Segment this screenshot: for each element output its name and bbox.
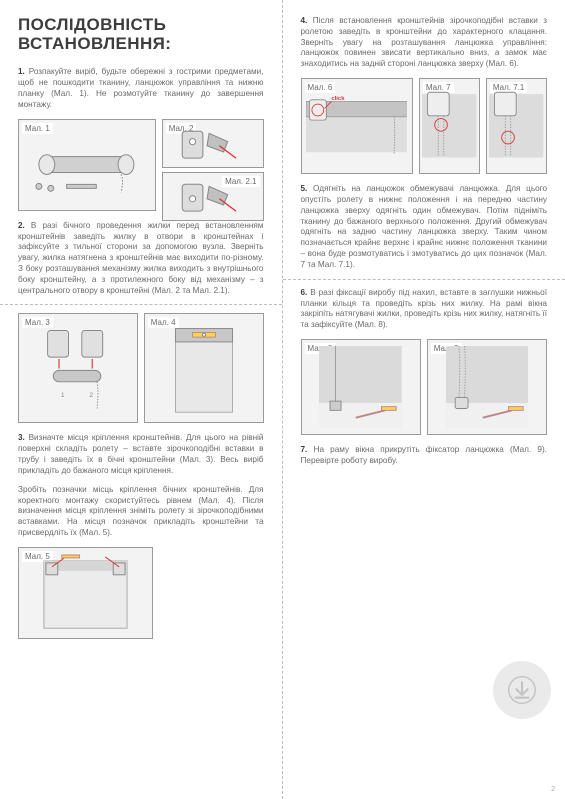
fig-row-1-2: Мал. 1 Мал. 2 xyxy=(18,119,264,221)
click-label: click xyxy=(331,96,345,102)
step-2-text: 2. В разі бічного проведення жилки перед… xyxy=(18,221,264,297)
step-4-body: Після встановлення кронштейнів зірочкопо… xyxy=(301,16,548,68)
figure-6-illustration: click xyxy=(302,79,412,173)
divider-right xyxy=(283,279,565,280)
watermark-icon xyxy=(493,661,551,719)
page-number: 2 xyxy=(551,786,555,793)
right-column: 4. Після встановлення кронштейнів зірочк… xyxy=(283,0,565,799)
step-5-number: 5. xyxy=(301,184,308,193)
divider-left xyxy=(0,304,282,305)
figure-8: Мал. 8 xyxy=(301,339,421,435)
step-3a-text: 3. Визначте місця кріплення кронштейнів.… xyxy=(18,433,264,476)
figure-5: Мал. 5 xyxy=(18,547,153,639)
fig-row-3-4: Мал. 3 1 2 Мал. 4 xyxy=(18,313,264,433)
figure-2: Мал. 2 xyxy=(162,119,264,168)
figure-2-illustration xyxy=(163,120,263,167)
step-7-number: 7. xyxy=(301,445,308,454)
page: ПОСЛІДОВНІСТЬ ВСТАНОВЛЕННЯ: 1. Розпакуйт… xyxy=(0,0,565,799)
left-column: ПОСЛІДОВНІСТЬ ВСТАНОВЛЕННЯ: 1. Розпакуйт… xyxy=(0,0,283,799)
figure-1-illustration xyxy=(19,120,155,210)
figure-6: Мал. 6 click xyxy=(301,78,413,174)
figure-7-1-illustration xyxy=(487,79,546,173)
figure-5-illustration xyxy=(19,548,152,638)
figure-2-1: Мал. 2.1 xyxy=(162,172,264,221)
figure-3: Мал. 3 1 2 xyxy=(18,313,138,423)
step-4-number: 4. xyxy=(301,16,308,25)
step-1-number: 1. xyxy=(18,67,25,76)
figure-9: Мал. 9 xyxy=(427,339,547,435)
step-6-text: 6. В разі фіксації виробу під нахил, вст… xyxy=(301,288,548,331)
step-6-number: 6. xyxy=(301,288,308,297)
figure-3-illustration: 1 2 xyxy=(19,314,137,422)
step-3b-text: Зробіть позначки місць кріплення бічних … xyxy=(18,485,264,539)
step-7-body: На раму вікна прикрутіть фіксатор ланцюж… xyxy=(301,445,547,465)
step-3-number: 3. xyxy=(18,433,25,442)
figure-7: Мал. 7 xyxy=(419,78,480,174)
step-2-number: 2. xyxy=(18,221,25,230)
step-1-text: 1. Розпакуйте виріб, будьте обережні з г… xyxy=(18,67,264,110)
figure-9-illustration xyxy=(428,340,546,434)
step-5-text: 5. Одягніть на ланцюжок обмежувачі ланцю… xyxy=(301,184,548,271)
step-7-text: 7. На раму вікна прикрутіть фіксатор лан… xyxy=(301,445,548,467)
figure-7-1: Мал. 7.1 xyxy=(486,78,547,174)
step-6-body: В разі фіксації виробу під нахил, вставт… xyxy=(301,288,548,329)
figure-7-illustration xyxy=(420,79,479,173)
figure-2-stack: Мал. 2 Мал. 2.1 xyxy=(162,119,264,221)
figure-1: Мал. 1 xyxy=(18,119,156,211)
step-2-body: В разі бічного проведення жилки перед вс… xyxy=(18,221,264,295)
fig-row-8-9: Мал. 8 Мал. 9 xyxy=(301,339,548,445)
page-title: ПОСЛІДОВНІСТЬ ВСТАНОВЛЕННЯ: xyxy=(18,16,264,53)
svg-text:1: 1 xyxy=(61,392,65,399)
figure-8-illustration xyxy=(302,340,420,434)
fig-row-6-7: Мал. 6 click Мал. 7 xyxy=(301,78,548,184)
step-4-text: 4. Після встановлення кронштейнів зірочк… xyxy=(301,16,548,70)
step-3a-body: Визначте місця кріплення кронштейнів. Дл… xyxy=(18,433,264,474)
step-3b-body: Зробіть позначки місць кріплення бічних … xyxy=(18,485,264,537)
step-1-body: Розпакуйте виріб, будьте обережні з гост… xyxy=(18,67,264,108)
svg-text:2: 2 xyxy=(89,392,93,399)
figure-4: Мал. 4 xyxy=(144,313,264,423)
figure-2-1-illustration xyxy=(163,173,263,220)
figure-4-illustration xyxy=(145,314,263,422)
step-5-body: Одягніть на ланцюжок обмежувачі ланцюжка… xyxy=(301,184,548,269)
